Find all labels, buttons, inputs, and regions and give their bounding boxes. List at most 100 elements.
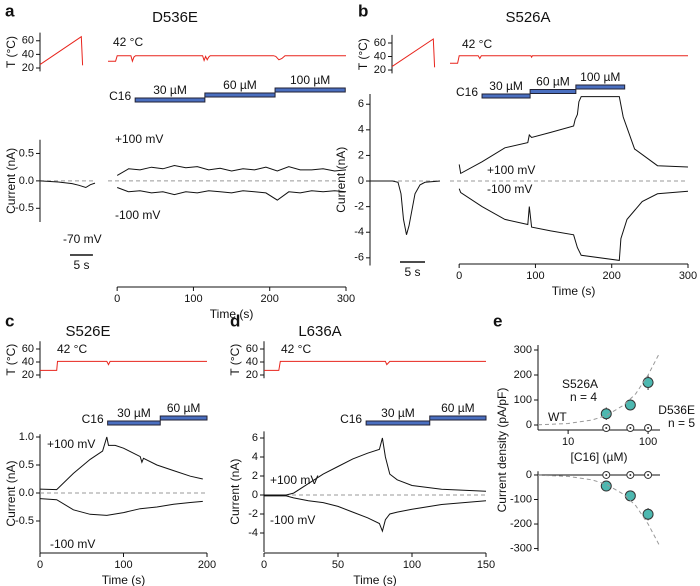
y-tick-label: 40 <box>22 356 34 368</box>
y-tick-label: 20 <box>246 369 258 381</box>
x-axis-label: Time (s) <box>552 284 596 298</box>
y-axis-label: T (°C) <box>4 344 18 376</box>
y-tick-label: 0.5 <box>19 147 34 159</box>
data-point <box>642 508 654 520</box>
y-tick-label: -4 <box>354 226 364 238</box>
trace <box>40 360 207 371</box>
y-tick-label: -2 <box>354 201 364 213</box>
annotation: 42 °C <box>113 35 143 49</box>
trace <box>450 55 688 64</box>
y-tick-label: 1.0 <box>19 431 34 443</box>
point-dot <box>629 427 632 429</box>
dose-label: 30 µM <box>117 406 151 420</box>
point-dot <box>647 473 650 476</box>
trace <box>108 55 346 63</box>
series-label: -100 mV <box>50 537 95 551</box>
x-tick-label: 100 <box>114 559 132 571</box>
annotation: 42 °C <box>462 37 492 51</box>
y-tick-label: 0.5 <box>19 459 34 471</box>
y-tick-label: 40 <box>22 48 34 60</box>
trace <box>39 35 84 66</box>
x-tick-label: 100 <box>403 559 421 571</box>
y-tick-label: 60 <box>22 35 34 47</box>
y-tick-label: 100 <box>514 394 532 406</box>
x-tick-label: 0 <box>456 270 462 282</box>
y-axis-label: Current (nA) <box>228 459 242 525</box>
x-tick-label: 100 <box>526 270 544 282</box>
y-tick-label: -4 <box>248 527 258 539</box>
y-tick-label: 0 <box>358 175 364 187</box>
dose-name: C16 <box>456 85 478 99</box>
y-tick-label: -0.5 <box>15 515 34 527</box>
dose-label: 100 µM <box>580 70 620 84</box>
scale-bar-label: 5 s <box>404 265 420 279</box>
point-dot <box>605 427 608 429</box>
series-label: +100 mV <box>47 437 95 451</box>
y-axis-label: Current (nA) <box>4 148 18 214</box>
point-dot <box>629 473 632 476</box>
x-tick-label: 50 <box>332 559 344 571</box>
annotation: 42 °C <box>57 342 87 356</box>
y-tick-label: 4 <box>358 124 364 136</box>
y-tick-label: 0 <box>252 489 258 501</box>
y-tick-label: 0 <box>526 419 532 431</box>
dose-bar <box>529 89 577 94</box>
series-label: WT <box>548 410 567 424</box>
series-label: -100 mV <box>487 182 532 196</box>
series-label: +100 mV <box>270 473 318 487</box>
trace <box>117 187 347 201</box>
x-tick-label: 0 <box>37 559 43 571</box>
dose-bar <box>274 87 346 93</box>
panel-label: b <box>358 1 368 20</box>
series-n: n = 4 <box>570 390 597 404</box>
panel-title: D536E <box>152 9 198 26</box>
dose-bar <box>159 415 208 421</box>
dose-label: 30 µM <box>489 79 523 93</box>
series-label: D536E <box>658 403 695 417</box>
y-tick-label: 2 <box>358 149 364 161</box>
data-point <box>624 490 636 502</box>
trace <box>370 180 441 235</box>
series-label: -100 mV <box>270 513 315 527</box>
y-axis-label: Current (nA) <box>334 147 348 213</box>
panel-title: S526A <box>505 9 550 26</box>
point-dot <box>605 473 608 476</box>
x-tick-label: 200 <box>261 293 279 305</box>
y-tick-label: -200 <box>510 518 532 530</box>
dose-label: 30 µM <box>153 83 187 97</box>
y-tick-label: 2 <box>252 470 258 482</box>
trace <box>39 180 96 189</box>
dose-label: 30 µM <box>381 406 415 420</box>
annotation: -70 mV <box>63 232 102 246</box>
y-tick-label: 4 <box>252 451 258 463</box>
x-axis-label: [C16] (µM) <box>571 450 628 464</box>
y-tick-label: -2 <box>248 508 258 520</box>
trace <box>458 96 689 175</box>
point-dot <box>647 427 650 429</box>
x-tick-label: 10 <box>562 436 574 448</box>
y-tick-label: 0.0 <box>19 487 34 499</box>
scale-bar-label: 5 s <box>73 258 89 272</box>
series-label: S526A <box>562 377 598 391</box>
y-tick-label: 60 <box>22 343 34 355</box>
x-tick-label: 300 <box>679 270 697 282</box>
x-tick-label: 300 <box>337 293 355 305</box>
dose-name: C16 <box>82 412 104 426</box>
dose-bar <box>134 97 206 103</box>
y-axis-label: T (°C) <box>4 36 18 68</box>
x-axis-label: Time (s) <box>353 573 397 586</box>
trace <box>39 498 203 516</box>
y-tick-label: 0.0 <box>19 175 34 187</box>
dose-label: 60 µM <box>223 78 257 92</box>
series-label: +100 mV <box>115 132 163 146</box>
panel-label: a <box>5 1 15 20</box>
x-axis-label: Time (s) <box>102 573 146 586</box>
series-label: -100 mV <box>115 208 160 222</box>
y-tick-label: 60 <box>246 343 258 355</box>
trace <box>264 495 487 533</box>
y-tick-label: 20 <box>22 62 34 74</box>
annotation: 42 °C <box>281 342 311 356</box>
fit-curve <box>537 474 661 547</box>
y-tick-label: -300 <box>510 542 532 554</box>
